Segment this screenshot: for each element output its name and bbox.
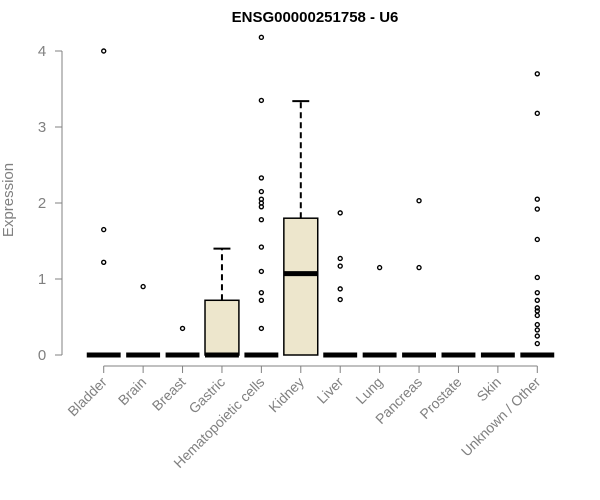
- x-tick-label: Lung: [352, 374, 385, 407]
- outlier-point: [179, 325, 186, 332]
- box-lung: [362, 264, 397, 358]
- boxes-layer: [86, 34, 555, 358]
- outlier-point: [258, 97, 265, 104]
- box-brain: [126, 283, 161, 358]
- outlier-point: [534, 71, 540, 77]
- box-kidney: [283, 100, 319, 356]
- box-pancreas: [402, 198, 436, 358]
- outlier-point: [534, 110, 540, 117]
- chart-title: ENSG00000251758 - U6: [232, 9, 399, 26]
- y-tick-label: 4: [38, 43, 46, 60]
- y-tick-label: 3: [38, 119, 46, 136]
- outlier-point: [258, 325, 265, 332]
- outlier-point: [337, 210, 343, 216]
- outlier-point: [337, 263, 343, 269]
- box-gastric: [204, 247, 240, 358]
- outlier-point: [258, 289, 265, 296]
- x-tick-label: Breast: [149, 374, 189, 414]
- outlier-point: [101, 48, 107, 54]
- outlier-point: [258, 34, 265, 41]
- y-axis-label: Expression: [0, 163, 17, 237]
- outlier-point: [337, 296, 343, 303]
- x-tick-label: Bladder: [64, 374, 110, 420]
- y-axis: 0 1 2 3 4: [38, 43, 63, 364]
- outlier-point: [534, 321, 540, 328]
- x-tick-label: Prostate: [416, 374, 464, 422]
- y-tick-label: 2: [38, 195, 46, 212]
- outlier-point: [534, 289, 540, 296]
- box-bladder: [86, 48, 121, 358]
- box-hematopoietic-cells: [244, 34, 279, 358]
- x-tick-label: Skin: [473, 374, 504, 405]
- outlier-point: [376, 264, 383, 271]
- outlier-point: [101, 259, 107, 265]
- outlier-point: [534, 305, 540, 311]
- outlier-point: [534, 333, 540, 339]
- y-tick-label: 0: [38, 347, 46, 364]
- outlier-point: [258, 204, 265, 210]
- outlier-point: [258, 188, 265, 195]
- box-liver: [323, 210, 358, 358]
- x-tick-label: Brain: [115, 374, 149, 408]
- outlier-point: [534, 206, 540, 212]
- outlier-point: [337, 286, 343, 292]
- outlier-point: [101, 226, 107, 233]
- y-tick-label: 1: [38, 271, 46, 288]
- outlier-point: [534, 236, 540, 243]
- box-rect: [283, 217, 319, 356]
- x-tick-label: Liver: [314, 374, 347, 407]
- outlier-point: [534, 340, 540, 347]
- outlier-point: [258, 244, 265, 250]
- box-unknown-other: [520, 71, 555, 358]
- outlier-point: [416, 264, 422, 271]
- box-breast: [165, 325, 200, 358]
- outlier-point: [534, 312, 540, 319]
- outlier-point: [258, 268, 265, 275]
- outlier-point: [258, 217, 265, 223]
- outlier-point: [416, 198, 422, 204]
- outlier-point: [258, 297, 265, 303]
- x-tick-label: Kidney: [265, 374, 307, 416]
- outlier-point: [534, 308, 540, 314]
- outlier-point: [140, 283, 146, 290]
- outlier-point: [337, 255, 343, 262]
- outlier-point: [534, 327, 540, 333]
- box-rect: [204, 299, 240, 356]
- outlier-point: [258, 175, 265, 181]
- outlier-point: [534, 297, 540, 303]
- outlier-point: [534, 274, 540, 281]
- outlier-point: [534, 196, 540, 202]
